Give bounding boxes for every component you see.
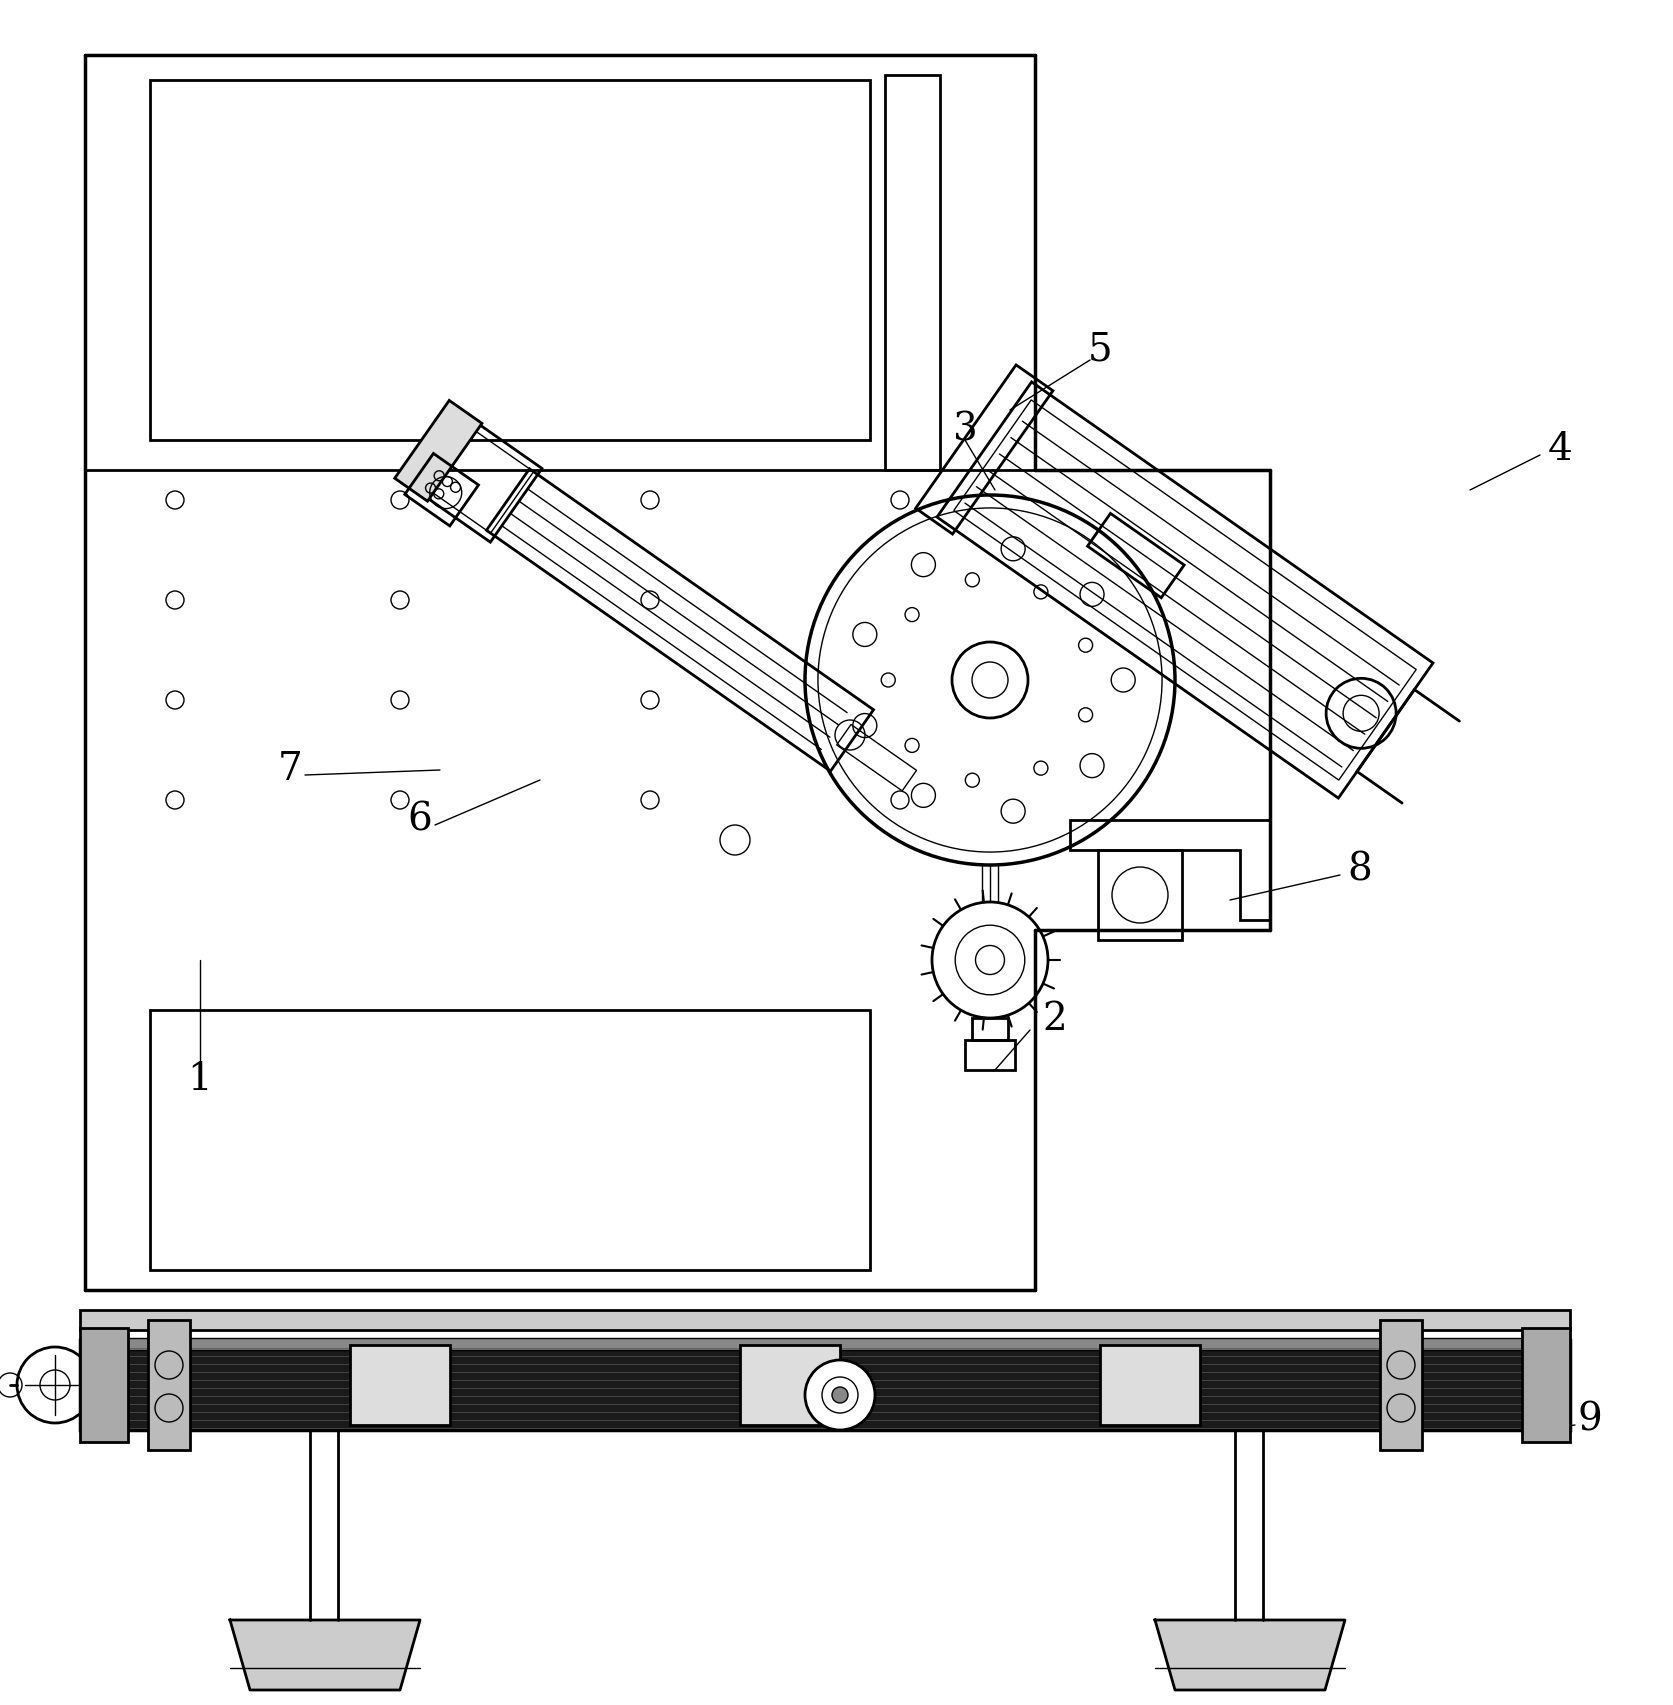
Text: 9: 9 [1576,1402,1601,1439]
Bar [1521,1328,1569,1442]
Bar [885,75,940,471]
Bar [1379,1320,1420,1449]
Text: 4: 4 [1546,431,1571,469]
Circle shape [805,1361,875,1430]
Circle shape [821,1378,858,1413]
Polygon shape [1154,1620,1343,1690]
Bar [1097,851,1181,939]
Bar [1099,1345,1200,1425]
Text: 1: 1 [187,1062,212,1098]
Polygon shape [395,401,482,501]
Bar [151,1009,870,1270]
Bar [151,80,870,440]
Bar [80,1338,1569,1350]
Bar [350,1345,450,1425]
Text: 3: 3 [952,411,977,448]
Polygon shape [229,1620,420,1690]
Bar [739,1345,840,1425]
Text: 7: 7 [278,752,303,788]
Text: 8: 8 [1347,851,1372,888]
Bar [972,1018,1007,1040]
Bar [80,1309,1569,1330]
Text: 5: 5 [1087,331,1113,368]
Bar [80,1328,127,1442]
Bar [147,1320,191,1449]
Bar [80,1340,1569,1430]
Bar [964,1040,1014,1071]
Text: 6: 6 [408,801,432,839]
Text: 2: 2 [1042,1001,1067,1038]
Circle shape [831,1386,848,1403]
